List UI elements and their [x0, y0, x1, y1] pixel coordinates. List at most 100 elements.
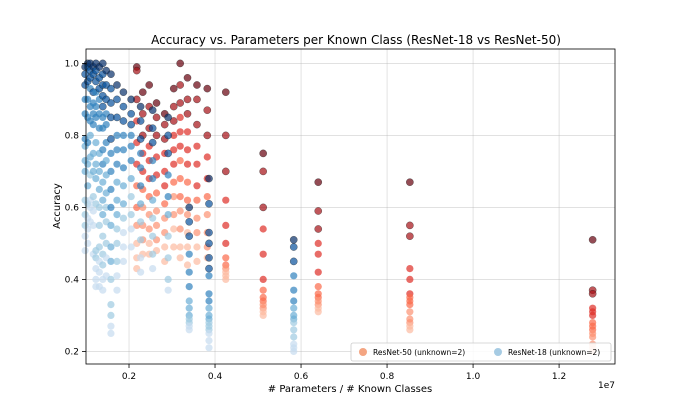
point-resnet18: [119, 214, 128, 222]
point-resnet18: [185, 297, 193, 305]
point-resnet50: [222, 239, 230, 247]
point-resnet18: [164, 113, 172, 122]
point-resnet18: [164, 286, 172, 294]
point-resnet50: [138, 88, 147, 97]
point-resnet50: [169, 117, 178, 125]
point-resnet18: [185, 250, 193, 258]
point-resnet18: [205, 329, 213, 337]
point-resnet18: [205, 253, 213, 262]
point-resnet18: [127, 109, 136, 118]
point-resnet50: [176, 128, 184, 136]
point-resnet50: [183, 95, 192, 104]
point-resnet18: [92, 175, 100, 183]
point-resnet50: [176, 113, 184, 121]
point-resnet18: [127, 120, 136, 129]
point-resnet50: [314, 207, 323, 215]
point-resnet18: [149, 250, 157, 258]
point-resnet18: [137, 200, 145, 208]
point-resnet50: [222, 254, 230, 262]
point-resnet50: [152, 113, 161, 122]
point-resnet18: [92, 275, 100, 283]
point-resnet18: [107, 203, 115, 211]
point-resnet18: [99, 286, 107, 294]
point-resnet18: [289, 235, 298, 244]
point-resnet50: [170, 160, 178, 168]
point-resnet50: [170, 131, 178, 139]
point-resnet50: [176, 157, 184, 165]
point-resnet18: [185, 326, 193, 334]
point-resnet50: [222, 221, 230, 229]
grid-lines: [86, 49, 615, 364]
point-resnet18: [205, 290, 213, 298]
point-resnet18: [99, 232, 107, 240]
point-resnet50: [193, 229, 201, 237]
point-resnet18: [127, 243, 135, 251]
point-resnet50: [170, 178, 178, 186]
point-resnet18: [113, 146, 121, 154]
point-resnet50: [161, 243, 169, 251]
point-resnet18: [119, 146, 128, 154]
x-tick-label: 0.6: [294, 372, 309, 382]
point-resnet18: [119, 131, 128, 139]
point-resnet50: [406, 326, 414, 334]
point-resnet18: [119, 257, 128, 265]
point-resnet50: [193, 160, 201, 168]
point-resnet18: [107, 275, 115, 283]
point-resnet50: [169, 84, 178, 93]
point-resnet50: [152, 207, 161, 215]
point-resnet50: [221, 131, 230, 140]
point-resnet50: [145, 81, 154, 89]
y-tick-label: 1.0: [65, 59, 80, 69]
point-resnet18: [290, 326, 298, 334]
point-resnet18: [107, 84, 115, 93]
point-resnet50: [183, 243, 192, 251]
x-tick-label: 0.4: [208, 372, 223, 382]
point-resnet50: [193, 196, 201, 204]
point-resnet50: [406, 265, 414, 273]
point-resnet50: [203, 153, 211, 161]
point-resnet18: [84, 182, 92, 190]
point-resnet50: [406, 308, 414, 316]
point-resnet18: [99, 178, 107, 186]
point-resnet18: [119, 182, 128, 190]
point-resnet18: [107, 70, 115, 79]
point-resnet18: [107, 167, 115, 175]
point-resnet18: [137, 254, 145, 262]
y-tick-label: 0.4: [65, 275, 80, 285]
point-resnet50: [221, 88, 230, 97]
point-resnet50: [259, 225, 267, 233]
point-resnet50: [176, 142, 184, 150]
point-resnet50: [222, 275, 230, 283]
point-resnet50: [161, 182, 169, 190]
point-resnet18: [81, 167, 89, 175]
point-resnet50: [183, 109, 192, 118]
point-resnet50: [145, 239, 153, 247]
point-resnet18: [164, 211, 172, 219]
legend-label-resnet50: ResNet-50 (unknown=2): [373, 348, 465, 357]
point-resnet50: [183, 196, 192, 204]
point-resnet18: [205, 264, 213, 273]
point-resnet50: [203, 106, 212, 115]
point-resnet50: [183, 73, 192, 82]
point-resnet18: [290, 319, 298, 327]
point-resnet50: [176, 207, 184, 215]
point-resnet50: [193, 243, 201, 251]
point-resnet50: [193, 95, 201, 104]
point-resnet50: [183, 261, 192, 269]
point-resnet18: [205, 344, 213, 352]
point-resnet18: [137, 268, 145, 276]
point-resnet18: [107, 301, 115, 309]
point-resnet18: [107, 185, 115, 193]
point-resnet18: [113, 131, 121, 139]
point-resnet50: [589, 333, 597, 341]
point-resnet18: [95, 221, 103, 229]
point-resnet50: [170, 243, 178, 251]
point-resnet50: [588, 235, 597, 244]
point-resnet18: [205, 228, 213, 237]
point-resnet50: [406, 221, 414, 230]
point-resnet18: [95, 167, 103, 175]
point-resnet18: [113, 272, 121, 280]
point-resnet50: [406, 178, 414, 187]
point-resnet18: [99, 196, 107, 204]
point-resnet18: [127, 211, 135, 219]
